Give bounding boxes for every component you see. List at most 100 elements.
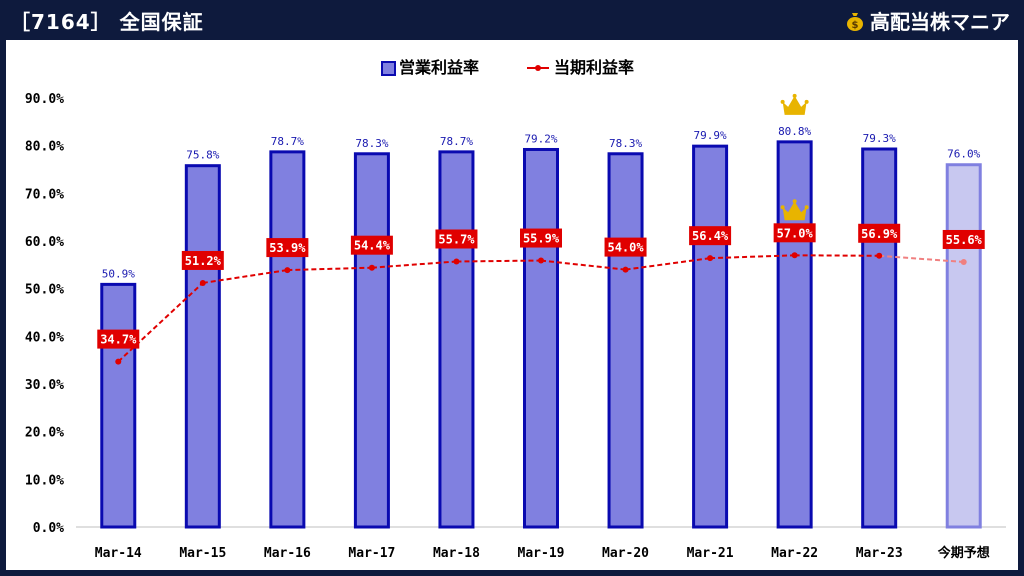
line-point	[876, 252, 883, 259]
line-label-box	[689, 226, 732, 246]
line-data-label: 55.7%	[438, 232, 475, 246]
bar-data-label: 78.7%	[271, 135, 304, 148]
line-segment	[456, 259, 542, 263]
line-label-box	[266, 238, 309, 258]
x-tick-label: Mar-14	[95, 546, 142, 561]
bar	[523, 147, 559, 529]
page-title: ［7164］ 全国保証	[10, 10, 204, 34]
x-tick-label: Mar-21	[687, 546, 734, 561]
y-tick-label: 80.0%	[25, 140, 64, 155]
crown-icon	[780, 93, 809, 115]
crown-shape	[782, 95, 807, 115]
line-label-box	[858, 223, 901, 243]
line-data-label: 34.7%	[100, 333, 137, 347]
bar-data-label: 79.3%	[863, 132, 896, 145]
bar	[269, 150, 306, 529]
brand-name: 高配当株マニア	[870, 10, 1010, 34]
y-tick-label: 50.0%	[25, 283, 64, 298]
line-data-label: 51.2%	[185, 254, 222, 268]
line-point	[115, 358, 122, 365]
crown-jewel	[780, 205, 785, 210]
bar-data-label: 79.9%	[694, 129, 727, 142]
line-label-box	[520, 228, 562, 248]
x-tick-label: Mar-19	[518, 546, 565, 561]
line-data-label: 56.9%	[861, 227, 898, 241]
bar-data-label: 50.9%	[102, 267, 135, 280]
legend-bar-label: 営業利益率	[399, 58, 479, 77]
x-tick-label: Mar-22	[771, 546, 818, 561]
line-label-box	[435, 229, 478, 249]
crown-shape	[782, 201, 807, 221]
bar-data-label: 78.7%	[440, 135, 473, 148]
line-label-box	[181, 250, 224, 270]
line-data-label: 53.9%	[269, 241, 306, 255]
line-label-box	[97, 329, 140, 349]
legend: 営業利益率 当期利益率	[381, 58, 634, 77]
line-point	[199, 279, 206, 286]
chart-panel: 営業利益率 当期利益率 0.0% 10.0% 20.0% 30.0% 40.0% 50.0%…	[6, 40, 1018, 570]
crown-jewel	[792, 199, 797, 204]
line-point	[791, 252, 798, 259]
svg-text:$: $	[852, 20, 859, 31]
x-tick-label: Mar-23	[856, 546, 903, 561]
line-label-box	[942, 229, 985, 249]
crown-jewel	[804, 205, 809, 210]
x-tick-label: Mar-15	[179, 546, 226, 561]
x-tick-label: Mar-20	[602, 546, 649, 561]
legend-line-marker	[535, 65, 541, 71]
money-bag-icon: $	[847, 12, 863, 31]
line-data-label: 56.4%	[692, 229, 729, 243]
bar-data-label: 75.8%	[186, 149, 219, 162]
bar	[607, 152, 644, 529]
bar-data-label: 80.8%	[778, 125, 811, 138]
bar	[861, 147, 898, 529]
bar-data-label: 79.2%	[524, 132, 557, 145]
line-data-label: 55.9%	[523, 232, 560, 246]
y-tick-label: 60.0%	[25, 235, 64, 250]
legend-bar-swatch	[381, 61, 396, 76]
y-axis: 0.0% 10.0% 20.0% 30.0% 40.0% 50.0% 60.0% 70.0% 8…	[25, 92, 1006, 536]
line-data-label: 57.0%	[777, 226, 814, 240]
crown-jewel	[792, 93, 797, 98]
bar-data-label: 78.3%	[609, 137, 642, 150]
x-axis: Mar-14 Mar-15 Mar-16 Mar-17 Mar-18 Mar-19 Mar-…	[95, 545, 990, 561]
line-data-label: 54.4%	[354, 239, 391, 253]
legend-line-label: 当期利益率	[554, 58, 634, 77]
bar-series: 50.9% 75.8% 78.7% 78.3% 78.7% 79.2% 78.3% 79.9%…	[100, 93, 982, 529]
line-segment	[540, 259, 626, 271]
crown-jewel	[780, 99, 785, 104]
brand: $ 高配当株マニア	[844, 6, 1010, 35]
line-label-box	[773, 223, 816, 243]
line-data-label: 54.0%	[607, 241, 644, 255]
line-point	[960, 258, 967, 265]
x-tick-label: Mar-17	[348, 546, 395, 561]
x-tick-label: Mar-18	[433, 546, 480, 561]
line-label-box	[604, 237, 647, 257]
line-segment	[625, 257, 711, 271]
line-label-box	[350, 235, 393, 255]
y-tick-label: 30.0%	[25, 378, 64, 393]
y-tick-label: 90.0%	[25, 92, 64, 107]
y-tick-label: 20.0%	[25, 426, 64, 441]
bar	[353, 152, 390, 529]
y-tick-label: 10.0%	[25, 473, 64, 488]
crown-jewel	[804, 99, 809, 104]
line-data-label: 55.6%	[946, 233, 983, 247]
line-segment	[710, 254, 795, 260]
crown-icon	[780, 199, 809, 221]
line-point	[284, 267, 291, 274]
x-tick-label: Mar-16	[264, 546, 311, 561]
x-tick-label: 今期予想	[937, 545, 990, 561]
y-tick-label: 0.0%	[33, 521, 64, 536]
chart: 営業利益率 当期利益率 0.0% 10.0% 20.0% 30.0% 40.0% 50.0%…	[25, 58, 1006, 561]
y-tick-label: 70.0%	[25, 187, 64, 202]
bar	[692, 144, 729, 529]
bar	[184, 164, 221, 529]
bar-data-label: 78.3%	[355, 137, 388, 150]
bar	[438, 150, 475, 529]
header-bar: ［7164］ 全国保証 $ 高配当株マニア	[0, 0, 1024, 38]
y-tick-label: 40.0%	[25, 330, 64, 345]
bar-data-label: 76.0%	[947, 148, 980, 161]
line-point	[368, 264, 375, 271]
bar	[945, 163, 982, 529]
